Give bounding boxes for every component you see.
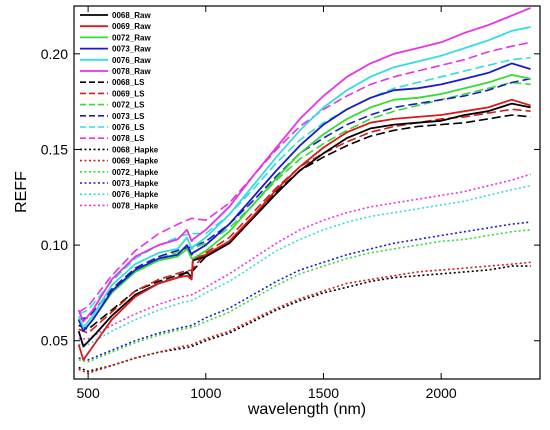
series-line-0078-ls xyxy=(78,41,531,313)
legend-label: 0078_Raw xyxy=(112,67,151,76)
series-line-0073-raw xyxy=(77,62,531,333)
x-axis-title: wavelength (nm) xyxy=(247,401,366,418)
series-line-0078-raw xyxy=(77,7,531,323)
series-line-0069-hapke xyxy=(78,261,531,375)
legend: 0068_Raw 0069_Raw 0072_Raw 0073_Raw 0076_Raw… xyxy=(80,11,159,210)
series-layer xyxy=(77,7,531,375)
series-line-0072-raw xyxy=(77,74,531,333)
y-tick-label: 0.05 xyxy=(41,333,68,349)
legend-label: 0073_LS xyxy=(112,112,145,121)
y-tick-label: 0.20 xyxy=(41,46,68,62)
legend-label: 0076_Hapke xyxy=(112,190,159,199)
series-line-0068-hapke xyxy=(78,265,531,373)
y-axis-title: REFF xyxy=(13,171,30,213)
series-line-0068-raw xyxy=(77,102,531,348)
plot-frame xyxy=(73,5,541,380)
series-line-0069-raw xyxy=(77,98,531,361)
legend-label: 0076_LS xyxy=(112,123,145,132)
legend-label: 0068_Raw xyxy=(112,11,151,20)
series-line-0072-ls xyxy=(78,81,531,319)
legend-label: 0076_Raw xyxy=(112,56,151,65)
series-line-0073-hapke xyxy=(78,221,531,361)
x-tick-label: 2000 xyxy=(426,385,457,401)
legend-label: 0073_Hapke xyxy=(112,179,159,188)
legend-label: 0069_Raw xyxy=(112,22,151,31)
legend-label: 0068_Hapke xyxy=(112,145,159,154)
legend-label: 0078_LS xyxy=(112,134,145,143)
legend-label: 0069_LS xyxy=(112,89,145,98)
legend-label: 0069_Hapke xyxy=(112,157,159,166)
x-tick-label: 500 xyxy=(76,385,100,401)
ticks-layer: 500 1000 1500 2000 0.05 0.10 0.15 0.20 xyxy=(41,6,540,401)
x-tick-label: 1500 xyxy=(308,385,339,401)
y-tick-label: 0.10 xyxy=(41,237,68,253)
y-tick-label: 0.15 xyxy=(41,141,68,157)
legend-label: 0068_LS xyxy=(112,78,145,87)
legend-label: 0072_LS xyxy=(112,101,145,110)
series-line-0072-hapke xyxy=(78,229,531,363)
series-line-0076-raw xyxy=(77,26,531,329)
legend-label: 0078_Hapke xyxy=(112,201,159,210)
legend-label: 0073_Raw xyxy=(112,45,151,54)
series-line-0078-hapke xyxy=(78,173,531,340)
legend-label: 0072_Raw xyxy=(112,33,151,42)
x-tick-label: 1000 xyxy=(190,385,221,401)
legend-label: 0072_Hapke xyxy=(112,168,159,177)
